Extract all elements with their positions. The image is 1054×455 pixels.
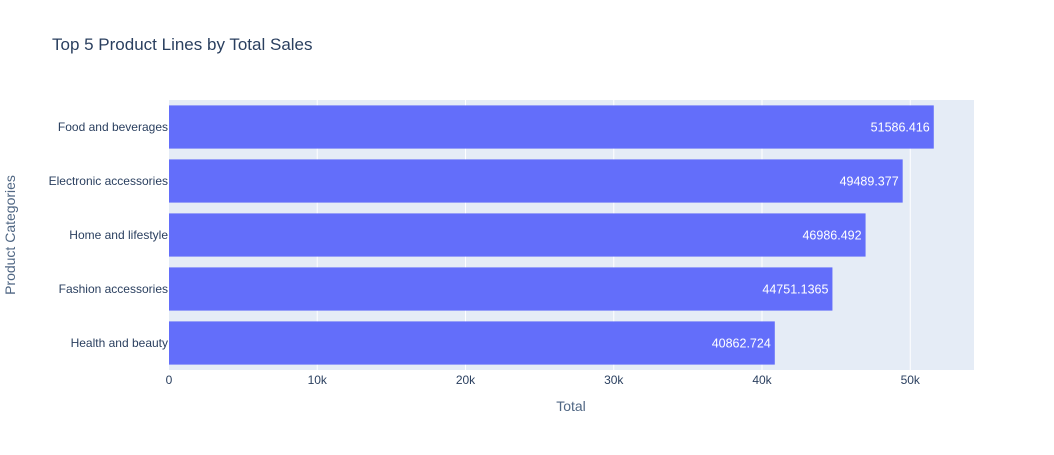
- y-axis-ticks: Food and beverages Electronic accessories…: [49, 120, 169, 350]
- bar[interactable]: [169, 105, 934, 149]
- bars: 51586.416 49489.377 46986.492 44751.1365 408…: [169, 105, 934, 365]
- y-tick-label: Food and beverages: [58, 120, 168, 134]
- bar-value-label: 40862.724: [712, 337, 771, 351]
- y-tick-label: Electronic accessories: [49, 174, 168, 188]
- bar[interactable]: [169, 213, 866, 257]
- x-tick-label: 0: [166, 373, 173, 387]
- y-tick-label: Health and beauty: [71, 336, 168, 350]
- bar[interactable]: [169, 267, 833, 311]
- x-tick-label: 50k: [901, 373, 921, 387]
- bar-value-label: 49489.377: [840, 175, 899, 189]
- bar-value-label: 51586.416: [871, 121, 930, 135]
- y-tick-label: Home and lifestyle: [69, 228, 168, 242]
- x-tick-label: 30k: [604, 373, 624, 387]
- x-tick-label: 10k: [308, 373, 328, 387]
- y-axis-title: Product Categories: [2, 175, 18, 295]
- x-axis-title: Total: [556, 398, 586, 414]
- chart-title: Top 5 Product Lines by Total Sales: [52, 35, 313, 54]
- bar[interactable]: [169, 321, 775, 365]
- bar[interactable]: [169, 159, 903, 203]
- x-tick-label: 40k: [752, 373, 772, 387]
- bar-value-label: 44751.1365: [762, 283, 828, 297]
- bar-value-label: 46986.492: [802, 229, 861, 243]
- y-tick-label: Fashion accessories: [59, 282, 168, 296]
- x-tick-label: 20k: [456, 373, 476, 387]
- x-axis-ticks: 0 10k 20k 30k 40k 50k: [166, 373, 921, 387]
